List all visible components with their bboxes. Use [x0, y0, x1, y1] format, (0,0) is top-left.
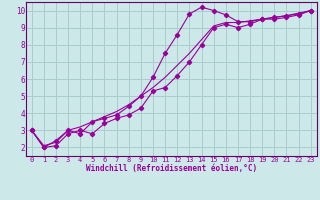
X-axis label: Windchill (Refroidissement éolien,°C): Windchill (Refroidissement éolien,°C) — [86, 164, 257, 173]
